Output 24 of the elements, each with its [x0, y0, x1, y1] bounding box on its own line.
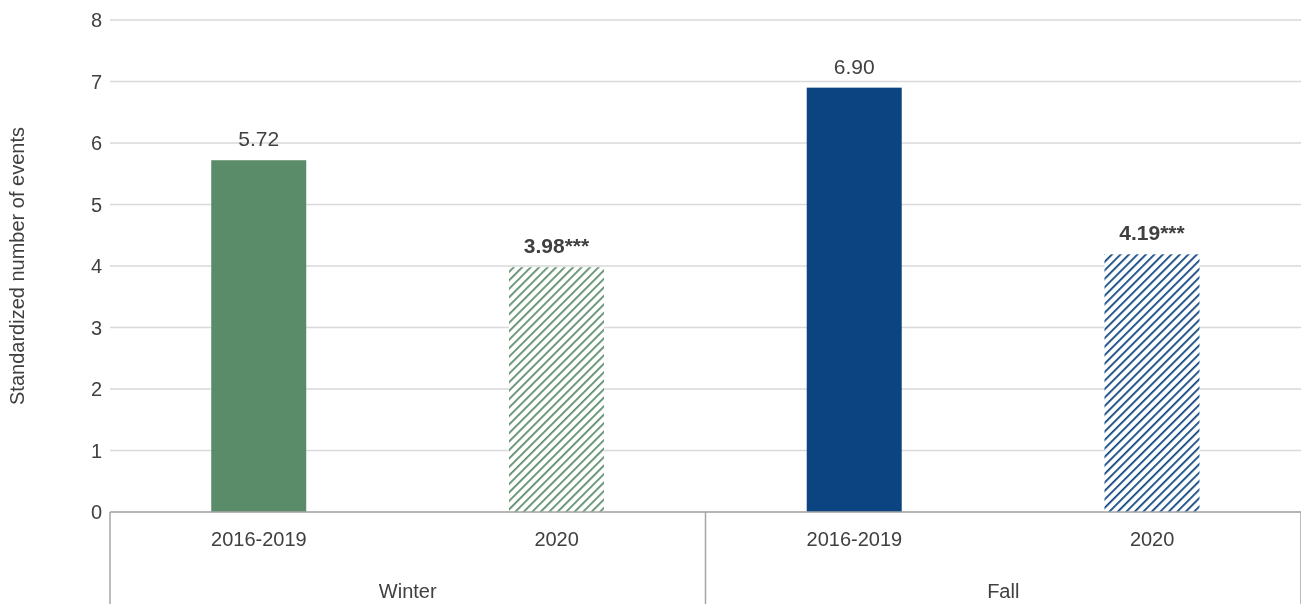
y-tick-label: 5	[90, 193, 102, 216]
x-tick-label: 2016-2019	[806, 528, 903, 550]
data-label: 5.72	[238, 127, 280, 151]
y-tick-label: 3	[90, 316, 102, 339]
y-tick-label: 2	[90, 378, 102, 401]
y-axis-title: Standardized number of events	[6, 127, 29, 405]
bar	[806, 87, 902, 512]
data-label: 3.98***	[523, 234, 591, 258]
x-tick-label: 2020	[534, 528, 579, 550]
bar	[1104, 254, 1200, 512]
y-tick-label: 8	[90, 9, 102, 32]
y-tick-label: 1	[90, 439, 102, 462]
y-tick-label: 0	[90, 501, 102, 524]
text: Fall	[987, 580, 1020, 602]
x-tick-label: 2020	[1129, 528, 1175, 550]
data-label: 6.90	[833, 54, 875, 78]
y-tick-label: 4	[90, 255, 102, 278]
y-tick-label: 6	[90, 132, 102, 155]
y-tick-label: 7	[90, 70, 102, 93]
bar	[508, 267, 604, 512]
bar	[211, 160, 307, 512]
data-label: 4.19***	[1119, 221, 1186, 245]
text: Winter	[378, 580, 437, 602]
x-tick-label: 2016-2019	[211, 528, 307, 550]
